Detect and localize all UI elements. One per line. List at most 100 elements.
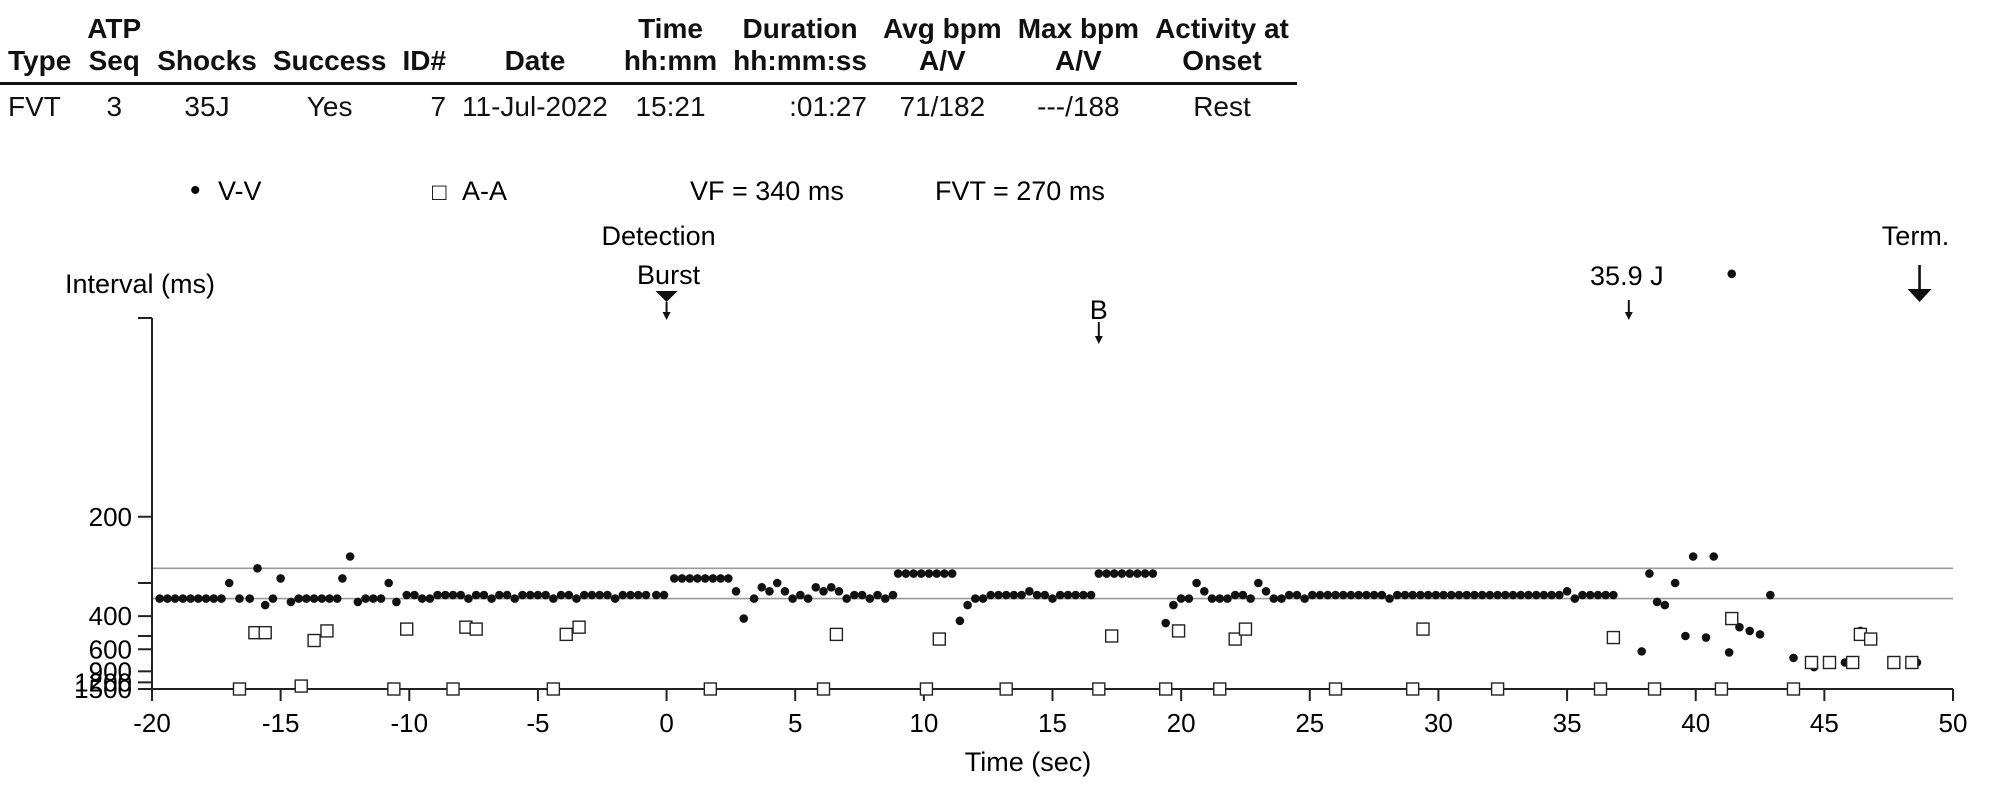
vv-point xyxy=(1377,590,1387,600)
cell-max-bpm: ---/188 xyxy=(1037,91,1120,122)
vv-point xyxy=(888,590,898,600)
x-tick-label: 30 xyxy=(1424,708,1453,738)
vv-point xyxy=(294,594,303,603)
aa-point xyxy=(829,627,844,642)
vv-point xyxy=(345,552,355,561)
vv-point xyxy=(1485,590,1495,600)
vv-point xyxy=(1161,618,1171,628)
vv-point xyxy=(1547,590,1556,600)
vv-point xyxy=(749,594,759,603)
vv-point xyxy=(1423,590,1433,600)
x-tick-label: -15 xyxy=(262,708,300,738)
vv-point xyxy=(1555,590,1564,600)
aa-point xyxy=(1213,682,1227,696)
vv-point xyxy=(471,590,481,600)
aa-point xyxy=(1228,632,1242,646)
vv-point xyxy=(924,569,934,578)
vv-point xyxy=(819,586,828,596)
vv-point xyxy=(1369,590,1379,600)
vv-point xyxy=(549,594,558,603)
vv-point xyxy=(1493,590,1502,600)
cell-avg-bpm: 71/182 xyxy=(899,91,986,122)
legend-vv-label: V-V xyxy=(218,176,262,206)
vv-point xyxy=(587,590,597,600)
vv-point xyxy=(780,586,790,596)
vv-point xyxy=(669,574,679,583)
vv-point xyxy=(1063,590,1073,600)
aa-point xyxy=(1606,630,1621,645)
vv-point xyxy=(441,590,450,600)
vv-point xyxy=(155,594,165,603)
aa-point xyxy=(1647,682,1662,696)
vv-point xyxy=(880,594,890,603)
cell-type: FVT xyxy=(8,91,61,122)
x-tick-label: -20 xyxy=(133,708,171,738)
vv-point xyxy=(724,574,733,583)
aa-point xyxy=(572,620,586,634)
vv-point xyxy=(410,590,419,600)
vv-point xyxy=(1025,586,1034,596)
vv-point xyxy=(1169,600,1178,610)
y-tick-label: 600 xyxy=(89,634,132,664)
vv-point xyxy=(1102,569,1111,578)
vv-point xyxy=(235,594,244,603)
aa-point xyxy=(1593,682,1608,696)
vv-point xyxy=(564,590,574,600)
header-success: Success xyxy=(264,10,395,85)
vv-point xyxy=(842,594,851,603)
vv-point xyxy=(1400,590,1410,600)
legend-fvt-zone: FVT = 270 ms xyxy=(935,176,1105,206)
vv-point xyxy=(1331,590,1340,600)
burst-label: Burst xyxy=(637,260,701,290)
vv-point xyxy=(1346,590,1356,600)
x-tick-label: 20 xyxy=(1167,708,1196,738)
legend: • V-V □ A-A VF = 340 ms FVT = 270 ms xyxy=(190,174,1105,207)
vv-point xyxy=(826,582,836,592)
vv-point xyxy=(1462,590,1472,600)
cell-success: Yes xyxy=(306,91,353,122)
vv-point xyxy=(309,594,319,603)
legend-vv-symbol: • xyxy=(190,174,201,207)
vv-point xyxy=(731,586,741,596)
aa-point xyxy=(919,682,934,696)
vv-point xyxy=(1079,590,1088,600)
legend-aa-symbol: □ xyxy=(432,179,447,206)
x-tick-label: 0 xyxy=(659,708,673,738)
legend-vf-zone: VF = 340 ms xyxy=(690,176,844,206)
vv-point xyxy=(572,594,581,603)
aa-point xyxy=(1238,622,1253,636)
vv-point xyxy=(1477,590,1487,600)
vv-point xyxy=(525,590,535,600)
vv-point xyxy=(276,574,285,583)
vv-point xyxy=(1315,590,1325,600)
vv-point xyxy=(487,594,496,603)
vv-point xyxy=(1454,590,1464,600)
vv-point xyxy=(796,590,805,600)
vv-point xyxy=(901,569,911,578)
header-date: Date xyxy=(454,10,616,85)
vv-point xyxy=(1701,633,1711,642)
x-tick-label: 15 xyxy=(1038,708,1067,738)
y-axis-label: Interval (ms) xyxy=(65,269,215,299)
vv-point xyxy=(502,590,512,600)
x-tick-label: -10 xyxy=(390,708,428,738)
vv-point xyxy=(1338,590,1348,600)
x-tick-label: -5 xyxy=(526,708,549,738)
aa-point xyxy=(1490,682,1505,696)
header-max-bpm: Max bpm A/V xyxy=(1009,10,1148,85)
vv-point xyxy=(618,590,628,600)
aa-point xyxy=(1804,655,1819,670)
vv-point xyxy=(268,594,278,603)
vv-point xyxy=(1048,594,1057,603)
vv-point xyxy=(325,594,334,603)
vv-point xyxy=(595,590,604,600)
vv-point xyxy=(1277,594,1286,603)
vv-point xyxy=(1254,578,1263,588)
aa-point xyxy=(1159,682,1173,696)
vv-point xyxy=(651,590,661,600)
vv-point xyxy=(1140,569,1150,578)
vv-point xyxy=(1652,597,1662,607)
vv-point xyxy=(978,594,988,603)
vv-point xyxy=(1601,590,1610,600)
vv-point xyxy=(909,569,918,578)
